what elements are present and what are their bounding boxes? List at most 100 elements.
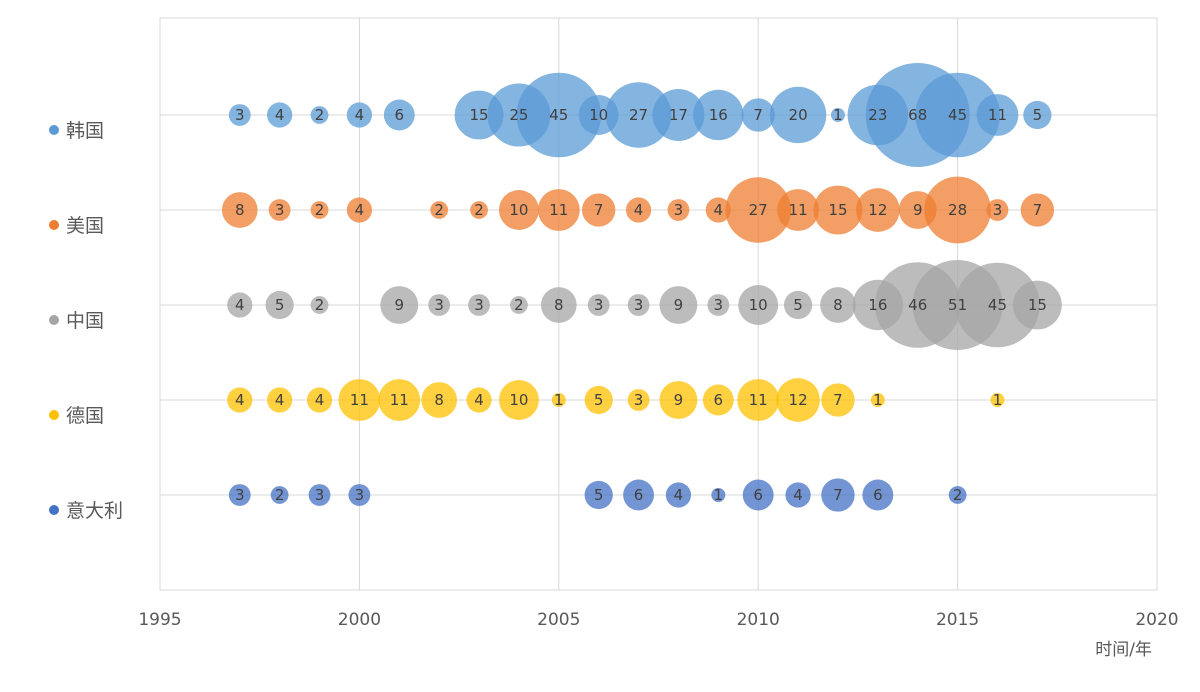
bubble [742,479,774,511]
bubble [1023,100,1052,130]
bubble [652,89,705,141]
bubble [581,193,616,227]
bubble [510,296,528,314]
bubble [741,98,775,132]
bubble [468,294,490,316]
bubble [665,482,692,508]
bubble [498,380,539,420]
bubble-data-label: 3 [315,486,325,504]
bubble-data-label: 11 [350,391,369,409]
bubble-data-label: 1 [714,486,724,504]
bubble [855,188,900,232]
bubble-data-label: 28 [948,201,967,219]
bubble [516,72,602,158]
bubble [870,393,885,407]
bubble-data-label: 7 [833,391,843,409]
bubble-data-label: 8 [434,391,444,409]
series-1-bubbles: 8 3 2 4 2 2 10 11 7 4 3 4 27 11 15 12 9 28 3 7 [221,176,1055,244]
bubble [627,389,650,411]
x-tick-label: 2005 [537,610,580,630]
bubble-data-label: 5 [594,486,604,504]
bubble [540,287,577,323]
bubble-data-label: 9 [674,296,684,314]
bubble-data-label: 45 [948,106,967,124]
bubble-data-label: 3 [594,296,604,314]
bubble-data-label: 5 [275,296,285,314]
bubble [955,262,1040,348]
bubble-data-label: 15 [1028,296,1047,314]
bubble [310,296,329,314]
bubble [346,197,373,223]
bubble-data-label: 6 [873,486,883,504]
bubble [821,383,855,417]
bubble [1020,193,1055,227]
bubble [702,384,734,416]
bubble [783,290,813,320]
bubble [587,294,610,316]
series-4-bubbles: 3 2 3 3 5 6 4 1 6 4 7 6 2 [228,478,967,512]
bubble-data-label: 20 [789,106,808,124]
bubble-data-label: 4 [235,391,245,409]
bubble-data-label: 11 [749,391,768,409]
bubble [737,379,780,421]
bubble-data-label: 15 [828,201,847,219]
x-tick-label: 2015 [936,610,979,630]
legend-label: 德国 [66,405,104,427]
bubble-data-label: 11 [988,106,1007,124]
bubble-data-label: 1 [554,391,564,409]
bubble-data-label: 27 [629,106,648,124]
bubble [924,176,991,244]
bubble [428,294,451,316]
bubble-data-label: 3 [714,296,724,314]
legend-label: 意大利 [66,500,123,522]
legend-marker [49,410,59,420]
legend-label: 美国 [66,215,104,237]
bubble-data-label: 11 [549,201,568,219]
bubble [227,387,253,413]
bubble [693,89,744,141]
bubble-data-label: 3 [993,201,1003,219]
bubble [627,294,650,316]
x-tick-label: 2000 [338,610,381,630]
bubble [777,189,819,231]
bubble [820,287,856,323]
bubble-data-label: 51 [948,296,967,314]
legend-marker [49,220,59,230]
bubble [813,185,863,235]
bubble-data-label: 2 [315,296,325,314]
bubble-data-label: 4 [355,201,365,219]
bubble-data-label: 4 [674,486,684,504]
legend-label: 韩国 [66,120,104,142]
bubble [308,484,331,506]
bubble [738,285,779,325]
bubble [338,379,381,421]
bubble-data-label: 6 [753,486,763,504]
bubble-data-label: 3 [634,391,644,409]
bubble-data-label: 7 [1033,201,1043,219]
bubble [862,479,894,511]
bubble [830,108,845,122]
bubble [990,393,1005,407]
bubble [421,382,457,418]
bubble-data-label: 10 [749,296,768,314]
bubble-data-label: 6 [634,486,644,504]
bubble [625,197,652,223]
bubble-data-label: 3 [474,296,484,314]
bubble-data-label: 10 [589,106,608,124]
bubble-data-label: 3 [434,296,444,314]
bubble-data-label: 15 [469,106,488,124]
x-axis-title: 时间/年 [1095,640,1152,660]
bubble-data-label: 1 [833,106,843,124]
bubble-data-label: 3 [275,201,285,219]
bubble [785,482,811,508]
bubble-data-label: 8 [833,296,843,314]
bubble [268,199,291,221]
bubble-data-label: 4 [315,391,325,409]
x-tick-label: 2020 [1135,610,1178,630]
bubble-data-label: 4 [474,391,484,409]
series-2-bubbles: 4 5 2 9 3 3 2 8 3 3 9 3 10 5 8 16 46 51 45 15 [227,259,1062,351]
bubble-data-label: 4 [235,296,245,314]
bubble-data-label: 4 [355,106,365,124]
bubble-data-label: 2 [315,201,325,219]
